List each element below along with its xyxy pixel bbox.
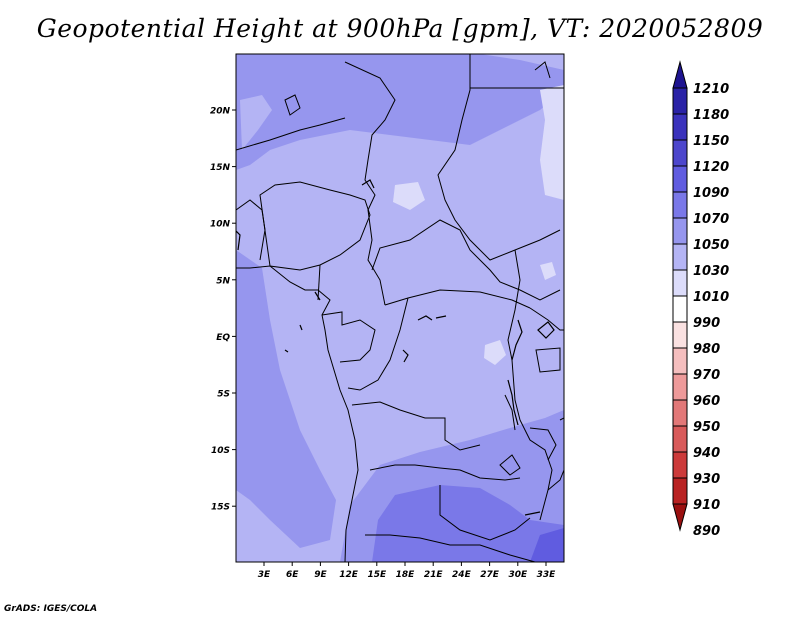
- colorbar-label: 960: [693, 394, 720, 409]
- lon-tick-label: 27E: [480, 570, 500, 580]
- lon-tick-label: 3E: [258, 570, 271, 580]
- colorbar-label: 1030: [693, 264, 729, 279]
- colorbar-label: 890: [693, 524, 720, 539]
- colorbar-segment: [672, 347, 688, 375]
- colorbar-label: 990: [693, 316, 720, 331]
- map-frame: [235, 53, 565, 563]
- colorbar-label: 1070: [693, 212, 729, 227]
- colorbar-segment: [672, 477, 688, 505]
- lat-tick-label: 15S: [211, 503, 230, 513]
- lon-tick-label: 15E: [367, 570, 387, 580]
- lon-tick-label: 24E: [452, 570, 472, 580]
- colorbar-segment: [672, 139, 688, 167]
- lat-tick-label: 20N: [210, 107, 231, 117]
- colorbar-segment: [672, 321, 688, 349]
- latitude-axis: 20N 15N 10N 5N EQ 5S 10S 15S: [210, 107, 236, 513]
- colorbar-label: 950: [693, 420, 720, 435]
- colorbar-label: 1120: [693, 160, 729, 175]
- longitude-axis: 3E 6E 9E 12E 15E 18E 21E 24E 27E 30E 33E: [258, 562, 556, 580]
- lat-tick-label: 15N: [210, 163, 231, 173]
- lon-tick-label: 18E: [396, 570, 416, 580]
- colorbar-label: 1150: [693, 134, 729, 149]
- colorbar-top-arrow: [672, 60, 688, 89]
- colorbar-bottom-arrow: [672, 503, 688, 532]
- lat-tick-label: 5N: [216, 276, 230, 286]
- colorbar-segment: [672, 269, 688, 297]
- grads-credit: GrADS: IGES/COLA: [4, 604, 98, 614]
- shaded-field: [236, 54, 564, 562]
- colorbar-segment: [672, 217, 688, 245]
- lon-tick-label: 30E: [508, 570, 528, 580]
- colorbar-label: 1050: [693, 238, 729, 253]
- lakes: [236, 179, 555, 516]
- borders: [236, 54, 564, 562]
- map-title: Geopotential Height at 900hPa [gpm], VT:…: [36, 14, 764, 43]
- lat-tick-label: 5S: [217, 390, 230, 400]
- colorbar-label: 980: [693, 342, 720, 357]
- colorbar-segment: [672, 373, 688, 401]
- colorbar-label: 910: [693, 498, 720, 513]
- colorbar-label: 970: [693, 368, 720, 383]
- lon-tick-label: 9E: [314, 570, 327, 580]
- lon-tick-label: 12E: [339, 570, 359, 580]
- colorbar-label: 930: [693, 472, 720, 487]
- colorbar-segment: [672, 295, 688, 323]
- colorbar-label: 1180: [693, 108, 729, 123]
- colorbar-segment: [672, 425, 688, 453]
- colorbar-segment: [672, 191, 688, 219]
- colorbar-segment: [672, 399, 688, 427]
- colorbar-segment: [672, 451, 688, 479]
- colorbar-segment: [672, 243, 688, 271]
- colorbar-label: 1010: [693, 290, 729, 305]
- colorbar-label: 1090: [693, 186, 729, 201]
- lon-tick-label: 6E: [286, 570, 299, 580]
- colorbar-segment: [672, 165, 688, 193]
- colorbar-segment: [672, 87, 688, 115]
- lon-tick-label: 21E: [424, 570, 444, 580]
- colorbar-label: 940: [693, 446, 720, 461]
- lon-tick-label: 33E: [537, 570, 557, 580]
- colorbar: 1210 1180 1150 1120 1090 1070 1050 1030 1010 990 9…: [672, 60, 729, 539]
- lat-tick-label: EQ: [216, 333, 230, 343]
- colorbar-segment: [672, 113, 688, 141]
- lat-tick-label: 10N: [210, 220, 231, 230]
- lat-tick-label: 10S: [211, 446, 230, 456]
- colorbar-label: 1210: [693, 82, 729, 97]
